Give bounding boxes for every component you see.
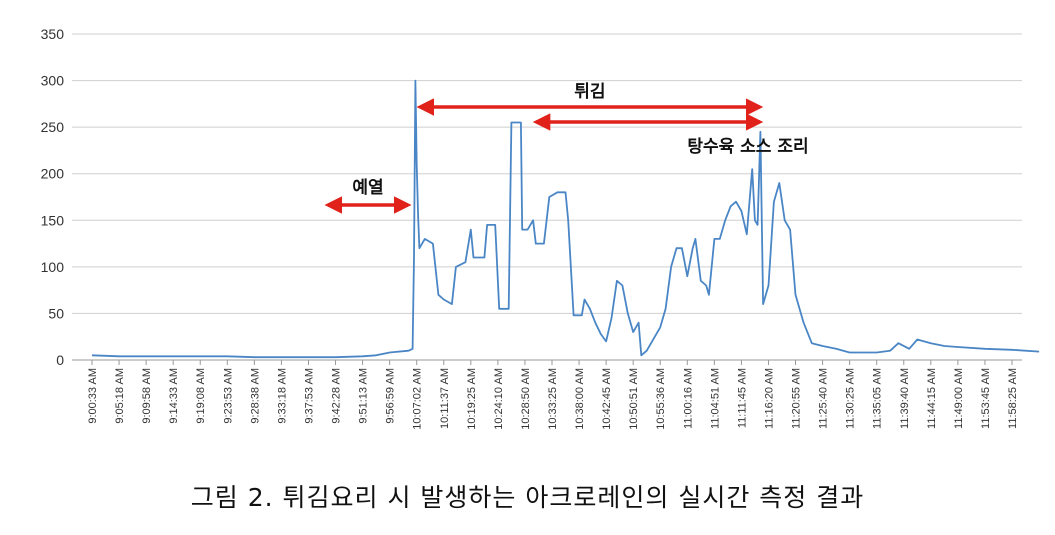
y-tick-label: 250 (41, 119, 65, 135)
x-tick-label: 10:19:25 AM (466, 368, 478, 430)
x-tick-label: 10:50:51 AM (628, 368, 640, 430)
figure-caption: 그림 2. 튀김요리 시 발생하는 아크로레인의 실시간 측정 결과 (190, 483, 865, 512)
annotation-label-2: 탕수육 소스 조리 (687, 137, 808, 157)
x-tick-label: 9:42:28 AM (331, 368, 343, 424)
x-tick-label: 11:58:25 AM (1007, 368, 1019, 429)
x-tick-label: 9:23:53 AM (222, 368, 234, 424)
x-axis-ticks: 9:00:33 AM 9:05:18 AM 9:09:58 AM 9:14:33 AM… (87, 360, 1019, 430)
x-tick-label: 11:16:20 AM (763, 368, 775, 429)
x-tick-label: 11:20:55 AM (791, 368, 803, 429)
x-tick-label: 11:00:16 AM (682, 368, 694, 429)
x-tick-label: 9:56:59 AM (385, 368, 397, 424)
x-tick-label: 11:04:51 AM (709, 368, 721, 429)
acrolein-line-chart: 0 50 100 150 200 250 300 350 9:00:33 AM 9:05:18 … (41, 26, 1040, 430)
x-tick-label: 11:35:05 AM (872, 368, 884, 429)
annotation-label-1: 튀김 (574, 82, 605, 102)
x-tick-label: 9:05:18 AM (114, 368, 126, 424)
x-tick-label: 10:55:36 AM (655, 368, 667, 430)
x-tick-label: 11:25:40 AM (818, 368, 830, 429)
x-tick-label: 9:00:33 AM (87, 368, 99, 424)
x-tick-label: 10:42:45 AM (601, 368, 613, 430)
y-tick-label: 150 (41, 212, 65, 228)
x-tick-label: 9:09:58 AM (141, 368, 153, 424)
y-tick-label: 100 (41, 259, 65, 275)
gridlines (72, 33, 1022, 361)
x-tick-label: 11:44:15 AM (926, 368, 938, 429)
x-tick-label: 9:51:13 AM (358, 368, 370, 424)
y-axis-ticks: 0 50 100 150 200 250 300 350 (41, 26, 65, 368)
y-tick-label: 50 (48, 305, 64, 321)
x-tick-label: 11:49:00 AM (953, 368, 965, 429)
x-tick-label: 10:28:50 AM (520, 368, 532, 430)
x-tick-label: 11:53:45 AM (980, 368, 992, 429)
x-tick-label: 9:37:53 AM (303, 368, 315, 424)
x-tick-label: 10:33:25 AM (547, 368, 559, 430)
y-tick-label: 0 (56, 352, 64, 368)
x-tick-label: 9:14:33 AM (168, 368, 180, 424)
x-tick-label: 9:28:38 AM (249, 368, 261, 424)
x-tick-label: 10:38:00 AM (574, 368, 586, 430)
annotation-label-0: 예열 (352, 178, 383, 198)
x-tick-label: 9:33:18 AM (276, 368, 288, 424)
series-layer (91, 79, 1040, 359)
y-tick-label: 200 (41, 166, 65, 182)
x-tick-label: 10:11:37 AM (439, 368, 451, 429)
x-tick-label: 10:24:10 AM (493, 368, 505, 430)
x-tick-label: 9:19:08 AM (195, 368, 207, 424)
y-tick-label: 350 (41, 26, 65, 42)
x-tick-label: 11:39:40 AM (899, 368, 911, 429)
x-tick-label: 11:30:25 AM (845, 368, 857, 429)
y-tick-label: 300 (41, 73, 65, 89)
series-line-0 (91, 79, 1040, 359)
x-tick-label: 11:11:45 AM (736, 368, 748, 428)
x-tick-label: 10:07:02 AM (412, 368, 424, 430)
